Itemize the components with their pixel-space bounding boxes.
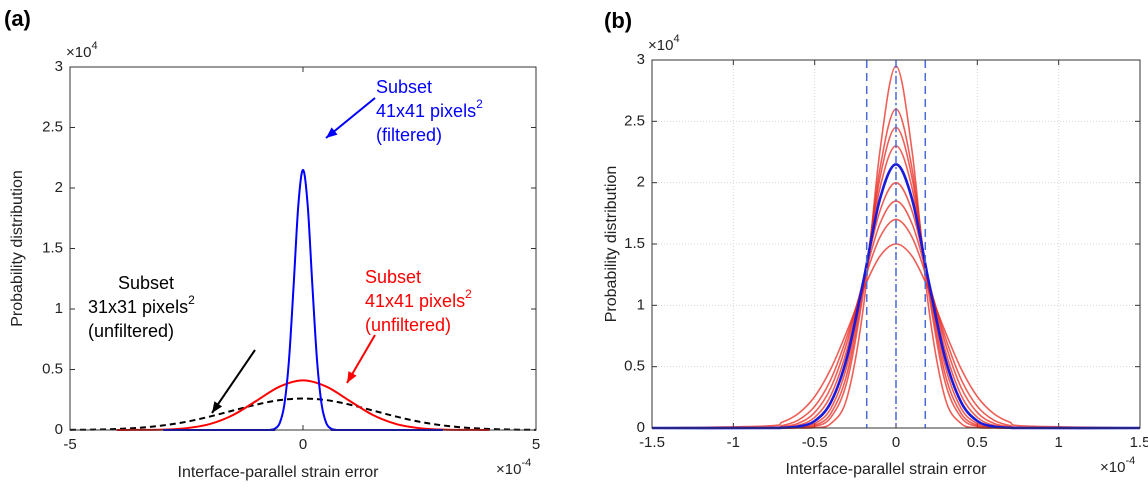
axes-frame [651, 59, 1141, 429]
annotation-superscript: 2 [476, 97, 483, 111]
x-tick-label: 1.5 [1130, 434, 1148, 451]
x-tick-label: 5 [532, 436, 540, 453]
x-tick-label: -0.5 [802, 434, 828, 451]
x-tick-label: 0.5 [967, 434, 988, 451]
series-line [69, 397, 537, 431]
arrow-head [212, 401, 223, 413]
annotation: 41x41 pixels2 [365, 287, 472, 311]
axis-exponent: ×104 [648, 33, 680, 54]
annotation-text: (unfiltered) [88, 321, 174, 341]
axis-exponent: ×10-4 [496, 457, 531, 478]
x-tick-label: 1 [1054, 434, 1062, 451]
x-axis-label: Interface-parallel strain error [786, 461, 988, 478]
y-tick-label: 2 [55, 179, 63, 196]
x-tick-label: 0 [299, 436, 307, 453]
y-tick-label: 3 [55, 58, 63, 75]
y-tick-label: 1.5 [624, 235, 645, 252]
y-axis-label: Probability distribution [603, 166, 620, 323]
arrow-head [347, 371, 357, 383]
series-line [163, 168, 443, 432]
annotation: (filtered) [376, 125, 442, 145]
y-tick-label: 0 [637, 419, 645, 436]
y-tick-label: 1 [637, 296, 645, 313]
x-tick-label: -1 [727, 434, 740, 451]
y-tick-label: 1 [55, 300, 63, 317]
annotation-text: Subset [118, 273, 174, 293]
exponent-power: 4 [673, 33, 679, 45]
axes-frame [69, 66, 537, 431]
annotation-text: 31x31 pixels [88, 297, 188, 317]
y-tick-label: 2.5 [42, 118, 63, 135]
annotation-text: 41x41 pixels [365, 291, 465, 311]
exponent-power: -4 [1125, 455, 1135, 467]
axis-exponent: ×10-4 [1100, 455, 1135, 476]
annotation-arrow [211, 349, 256, 414]
x-tick-label: 0 [892, 434, 900, 451]
y-tick-label: 1.5 [42, 239, 63, 256]
y-tick-label: 0.5 [624, 358, 645, 375]
series-line [116, 379, 490, 431]
exponent-base: ×10 [496, 461, 521, 478]
exponent-base: ×10 [648, 37, 673, 54]
annotation: Subset [365, 267, 421, 287]
annotation-text: Subset [376, 77, 432, 97]
annotation: Subset [118, 273, 174, 293]
panel-label: (a) [4, 6, 31, 31]
annotation: Subset [376, 77, 432, 97]
y-tick-label: 2 [637, 174, 645, 191]
axis-exponent: ×104 [66, 40, 98, 61]
panel-label: (b) [604, 8, 632, 33]
annotation: 31x31 pixels2 [88, 293, 195, 317]
x-axis-label: Interface-parallel strain error [178, 464, 380, 481]
annotation: (unfiltered) [88, 321, 174, 341]
annotation-superscript: 2 [188, 293, 195, 307]
arrow-head [326, 127, 338, 138]
series-line [651, 218, 1141, 429]
annotation-text: (filtered) [376, 125, 442, 145]
exponent-base: ×10 [1100, 459, 1125, 476]
annotation: 41x41 pixels2 [376, 97, 483, 121]
plot-area [70, 67, 536, 430]
y-tick-label: 3 [637, 51, 645, 68]
series-line [651, 162, 1141, 430]
annotation-superscript: 2 [465, 287, 472, 301]
x-tick-label: -1.5 [639, 434, 665, 451]
exponent-power: 4 [91, 40, 97, 52]
annotation: (unfiltered) [365, 315, 451, 335]
x-tick-label: -5 [63, 436, 76, 453]
annotation-text: Subset [365, 267, 421, 287]
annotation-text: 41x41 pixels [376, 101, 476, 121]
exponent-base: ×10 [66, 44, 91, 61]
series-line [651, 200, 1141, 429]
exponent-power: -4 [521, 457, 531, 469]
y-tick-label: 2.5 [624, 112, 645, 129]
y-axis-label: Probability distribution [9, 170, 26, 327]
annotation-text: (unfiltered) [365, 315, 451, 335]
y-tick-label: 0 [55, 421, 63, 438]
y-tick-label: 0.5 [42, 360, 63, 377]
